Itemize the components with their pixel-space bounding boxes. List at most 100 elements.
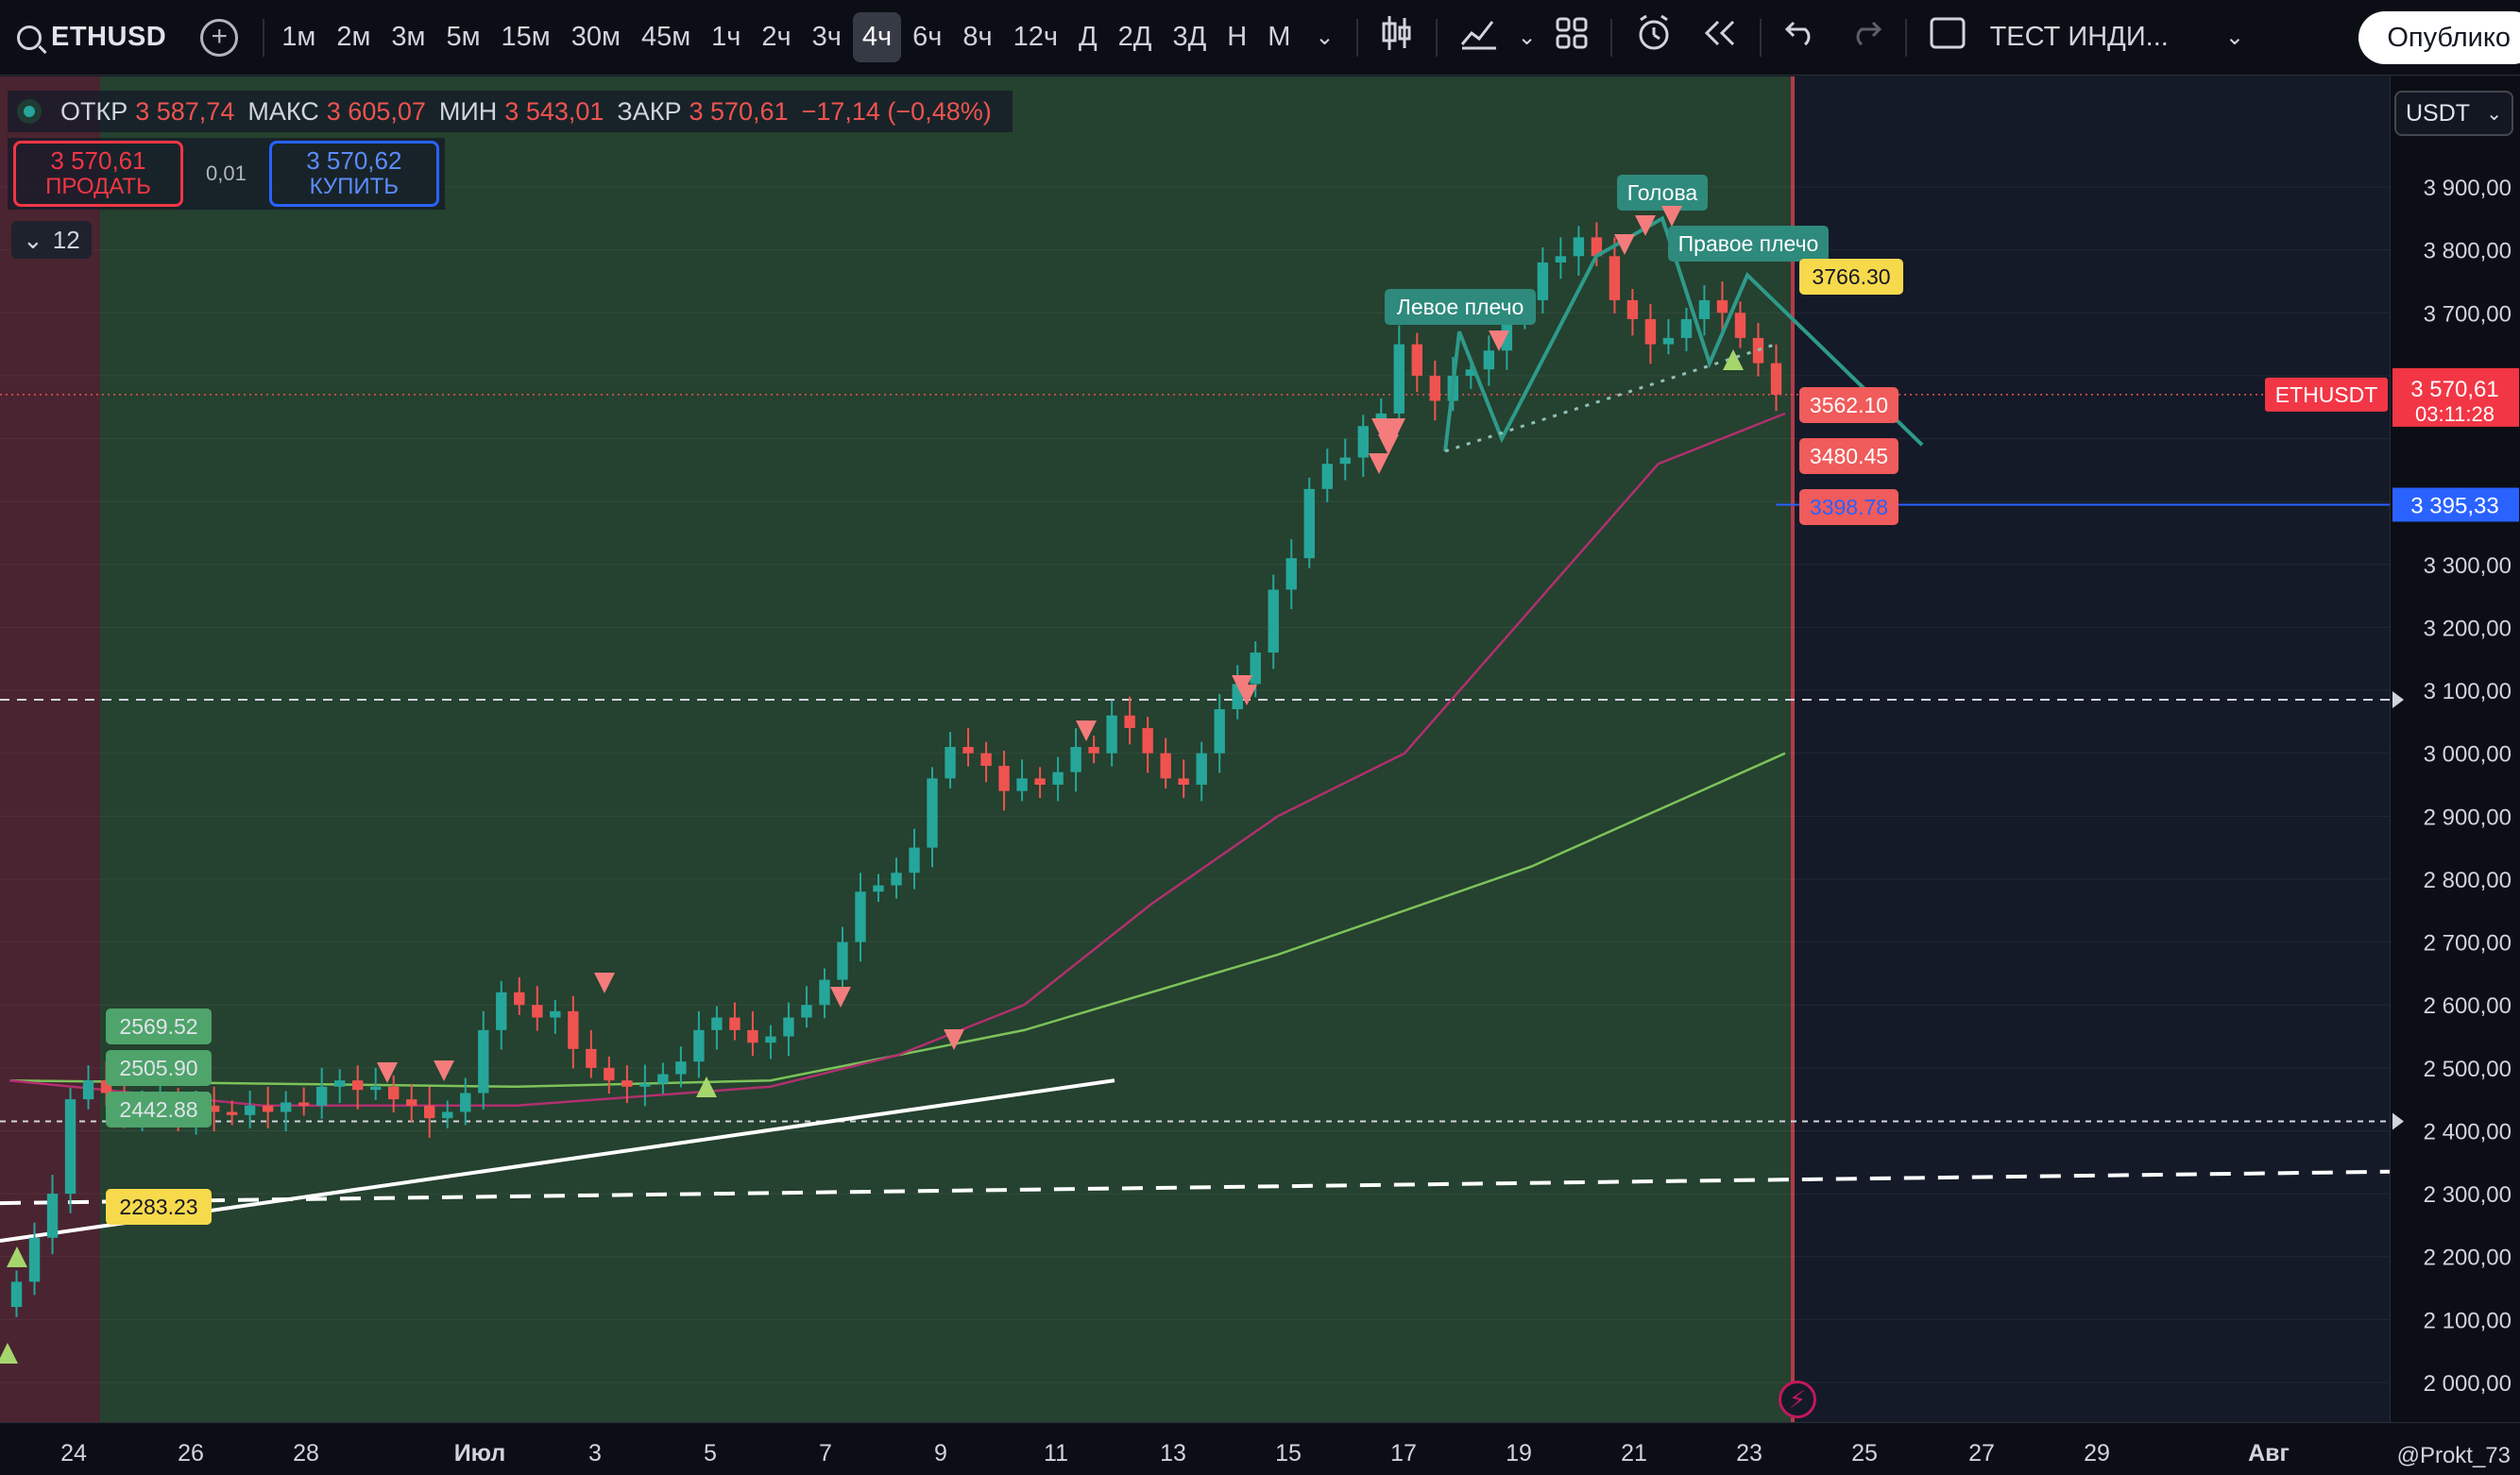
candle-body <box>100 1080 112 1094</box>
candle-body <box>1339 457 1351 465</box>
candle-body <box>747 1029 758 1043</box>
alert-icon[interactable] <box>1620 14 1688 60</box>
time-axis[interactable]: 24 26 28 Июл 3 5 7 9 11 13 15 17 19 21 23 25 27 29 Авг <box>0 1422 2520 1475</box>
timeframe-6[interactable]: 45м <box>640 22 691 52</box>
label-2505: 2505.90 <box>106 1050 212 1086</box>
chevron-down-icon: ⌄ <box>23 225 43 254</box>
sell-button[interactable]: 3 570,61 ПРОДАТЬ <box>13 141 183 207</box>
timeframe-15[interactable]: 2Д <box>1117 22 1152 52</box>
countdown-value: 03:11:28 <box>2415 402 2494 426</box>
label-head: Голова <box>1617 175 1708 211</box>
indicators-icon[interactable] <box>1445 16 1513 59</box>
chevron-down-icon[interactable]: ⌄ <box>1315 25 1335 50</box>
label-right-shoulder-text: Правое плечо <box>1678 231 1819 256</box>
sell-price: 3 570,61 <box>50 146 146 175</box>
timeframe-16[interactable]: 3Д <box>1172 22 1207 52</box>
candle-body <box>873 885 884 892</box>
sell-signal-arrow <box>944 1029 964 1050</box>
symbol-price-tag <box>2265 377 2388 412</box>
label-2569-bg <box>106 1009 212 1044</box>
candle-body <box>783 1017 794 1037</box>
sell-signal-arrow <box>434 1060 454 1081</box>
timeframe-17[interactable]: Н <box>1227 22 1248 52</box>
label-3480-text: 3480.45 <box>1810 444 1888 468</box>
price-tick: 3 800,00 <box>2424 239 2511 264</box>
time-axis-labels: 24 26 28 Июл 3 5 7 9 11 13 15 17 19 21 23 25 27 29 Авг <box>60 1440 2290 1467</box>
candle-body <box>657 1074 669 1084</box>
plus-circle-icon[interactable]: + <box>200 18 239 57</box>
time-tick: 9 <box>934 1440 947 1467</box>
indicator-name[interactable]: ТЕСТ ИНДИ... <box>1989 22 2169 52</box>
chevron-down-icon[interactable]: ⌄ <box>2224 25 2244 50</box>
candles-icon[interactable] <box>1366 14 1428 60</box>
label-3480: 3480.45 <box>1799 438 1899 474</box>
candle-body <box>514 992 525 1006</box>
candle-body <box>1124 715 1135 729</box>
symbol-search[interactable]: ETHUSD <box>0 0 183 76</box>
sell-signal-arrow <box>830 987 851 1008</box>
timeframe-list: 1м 2м 3м 5м 15м 30м 45м 1ч 2ч 3ч 4ч 6ч 8ч 12ч Д 2Д 3Д Н М <box>272 12 1300 62</box>
timeframe-1[interactable]: 2м <box>336 22 371 52</box>
indicators-toggle[interactable]: ⌄ 12 <box>11 221 92 259</box>
timeframe-18[interactable]: М <box>1268 22 1291 52</box>
timeframe-14[interactable]: Д <box>1079 22 1098 52</box>
label-left-shoulder-text: Левое плечо <box>1397 295 1524 319</box>
price-axis[interactable]: 3 900,003 800,003 700,003 600,003 300,00… <box>2390 76 2520 1422</box>
price-tick: 2 900,00 <box>2424 805 2511 830</box>
market-status-icon <box>17 99 42 124</box>
candle-body <box>1052 771 1064 785</box>
replay-icon[interactable] <box>1688 19 1752 56</box>
chevron-down-icon[interactable]: ⌄ <box>1517 25 1537 50</box>
label-3398: 3398.78 <box>1799 489 1899 525</box>
timeframe-7[interactable]: 1ч <box>711 22 741 52</box>
timeframe-11[interactable]: 6ч <box>912 22 943 52</box>
price-tick: 2 700,00 <box>2424 931 2511 957</box>
label-2569-text: 2569.52 <box>119 1014 197 1039</box>
layout-icon[interactable] <box>1915 17 1981 58</box>
buy-button[interactable]: 3 570,62 КУПИТЬ <box>268 141 439 207</box>
author-attribution: @Prokt_73 <box>2396 1443 2511 1468</box>
timeframe-10[interactable]: 4ч <box>852 12 902 62</box>
redo-icon[interactable] <box>1833 19 1898 56</box>
label-2569: 2569.52 <box>106 1009 212 1044</box>
undo-icon[interactable] <box>1769 19 1833 56</box>
timeframe-4[interactable]: 15м <box>501 22 551 52</box>
label-2283: 2283.23 <box>106 1189 212 1225</box>
timeframe-0[interactable]: 1м <box>281 22 316 52</box>
candle-body <box>262 1105 274 1112</box>
toolbar-separator <box>263 18 265 57</box>
candle-body <box>496 992 507 1030</box>
candle-body <box>927 778 938 848</box>
timeframe-13[interactable]: 12ч <box>1013 22 1059 52</box>
label-3562-bg <box>1799 387 1899 423</box>
candle-body <box>1609 256 1621 300</box>
timeframe-5[interactable]: 30м <box>570 22 621 52</box>
candle-body <box>424 1105 435 1119</box>
timeframe-9[interactable]: 3ч <box>811 22 842 52</box>
time-tick: Июл <box>454 1440 506 1467</box>
price-chart[interactable]: Левое плечо Голова Правое плечо 3766.30 3562… <box>0 76 2390 1422</box>
sell-signal-arrow <box>377 1062 398 1083</box>
time-tick: Авг <box>2248 1440 2290 1467</box>
publish-button[interactable]: Опублико <box>2358 11 2520 64</box>
timeframe-8[interactable]: 2ч <box>761 22 792 52</box>
chart-pane[interactable]: Левое плечо Голова Правое плечо 3766.30 3562… <box>0 76 2390 1422</box>
timeframe-2[interactable]: 3м <box>391 22 426 52</box>
label-2442-text: 2442.88 <box>119 1097 197 1122</box>
candle-body <box>64 1099 77 1195</box>
candle-body <box>1321 464 1333 489</box>
candle-body <box>388 1086 400 1100</box>
timeframe-3[interactable]: 5м <box>446 22 481 52</box>
symbol-name[interactable]: ETHUSD <box>51 22 167 52</box>
candle-body <box>1644 318 1657 345</box>
templates-icon[interactable] <box>1541 17 1603 58</box>
timeframe-12[interactable]: 8ч <box>962 22 993 52</box>
label-3480-bg <box>1799 438 1899 474</box>
candle-body <box>1411 344 1422 376</box>
price-tick: 3 200,00 <box>2424 616 2511 641</box>
candle-body <box>1250 653 1261 685</box>
candle-body <box>1070 747 1081 772</box>
label-3766: 3766.30 <box>1799 259 1903 295</box>
currency-select[interactable]: USDT ⌄ <box>2394 91 2513 136</box>
lightning-icon[interactable]: ⚡ <box>1779 1381 1816 1418</box>
